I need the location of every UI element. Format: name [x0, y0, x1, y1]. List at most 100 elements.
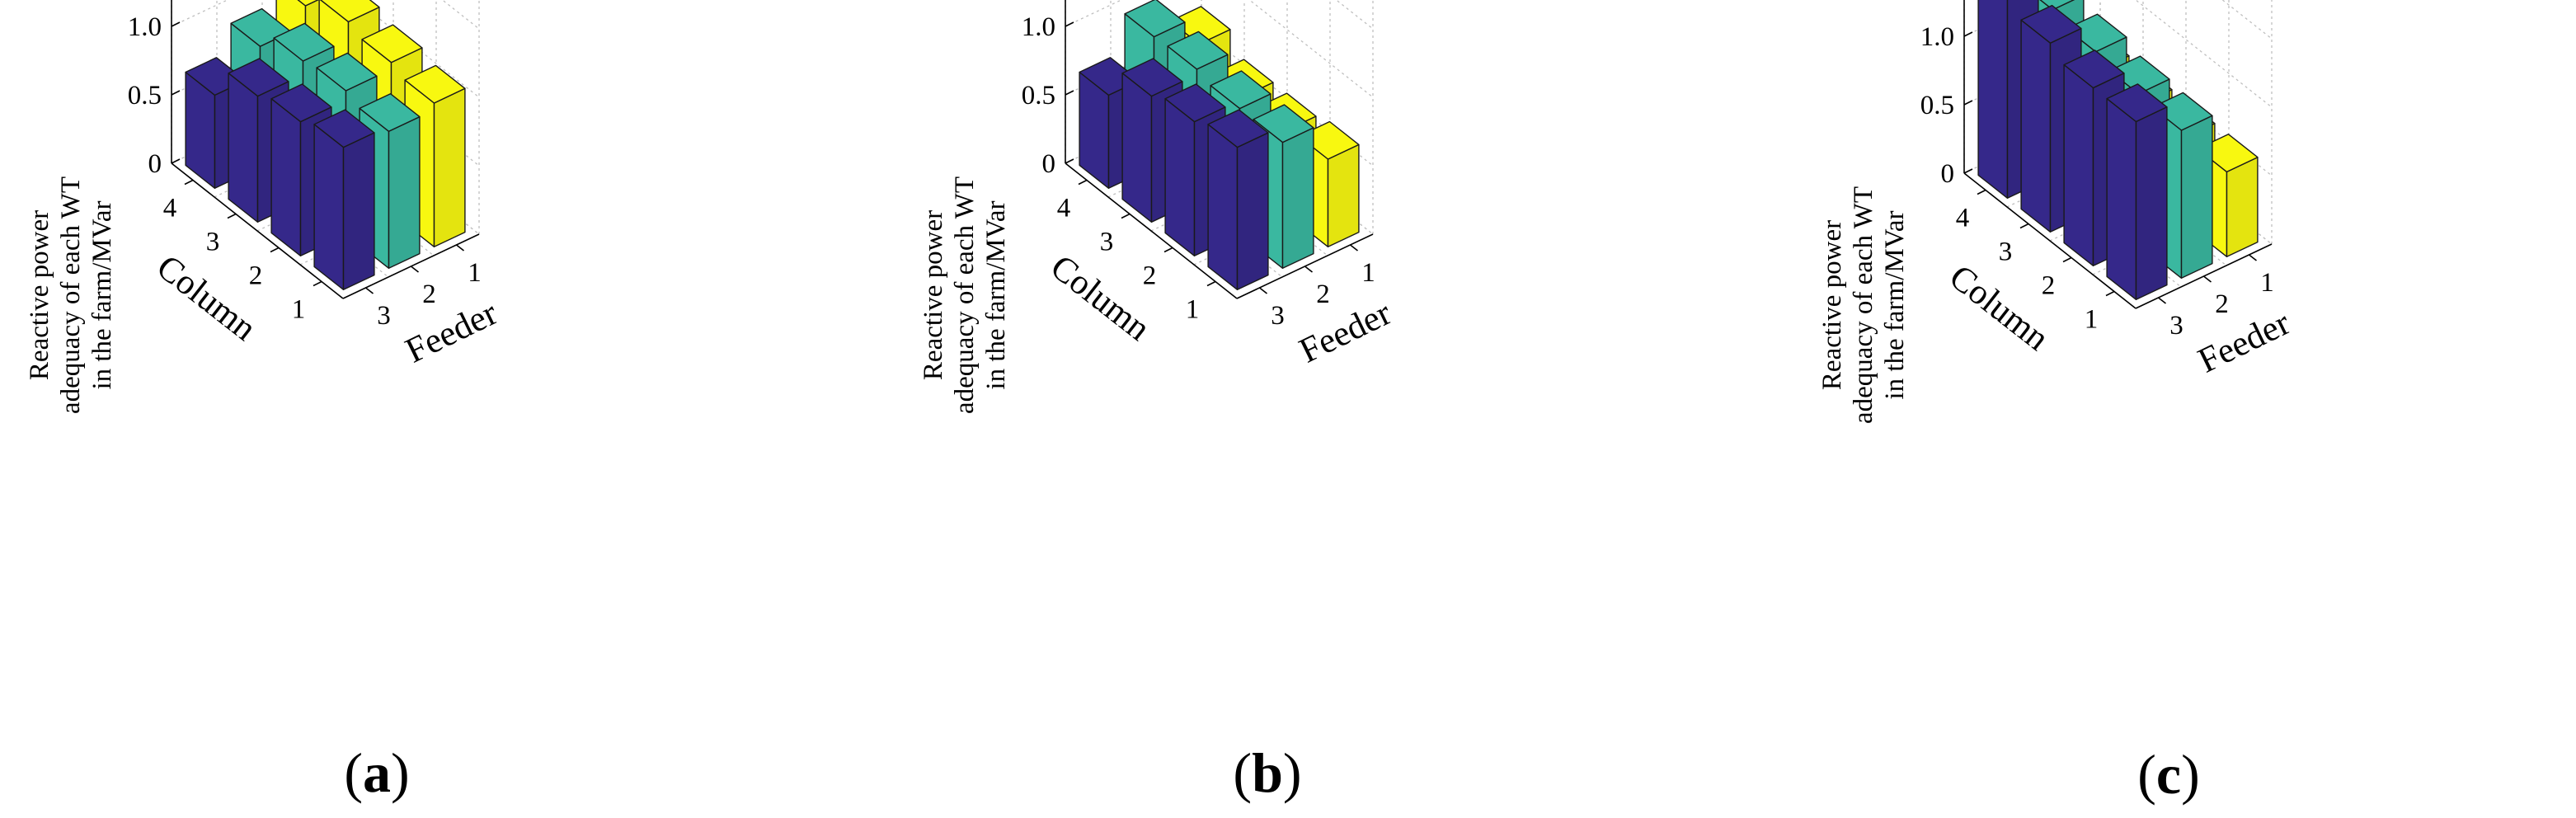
z-axis-label: Reactive poweradequacy of each WTin the … [919, 176, 1011, 414]
chart-panel-c: 00.51.01.52.01234123ColumnFeederReactive… [1817, 0, 2296, 806]
grid-line [171, 0, 229, 27]
bar-face-top [313, 109, 375, 148]
column-axis-label: Column [1942, 257, 2056, 358]
z-axis-label-line: Reactive power [919, 210, 948, 380]
bar-face-top [270, 83, 332, 123]
z-tick-mark [1065, 21, 1074, 27]
z-tick-mark [1963, 100, 1973, 106]
column-tick-label: 4 [1057, 194, 1071, 223]
z-axis-label-line: adequacy of each WT [950, 176, 980, 414]
feeder-tick-mark [2249, 254, 2257, 261]
panel-label-c: (c) [2137, 743, 2200, 806]
column-tick-label: 3 [206, 228, 220, 257]
bar-col1-feeder3 [313, 109, 375, 290]
bar-face-top [2063, 49, 2125, 89]
column-tick-mark [2105, 290, 2115, 297]
bar-face-side [433, 87, 466, 247]
bar-face-top [319, 0, 380, 23]
bars [185, 0, 466, 290]
bar-face-top [2020, 4, 2082, 44]
bar-face-top [297, 0, 319, 7]
feeder-tick-label: 3 [1271, 301, 1285, 331]
chart-panel-b: 00.51.01.52.01234123ColumnFeederReactive… [919, 0, 1397, 804]
column-tick-label: 1 [1186, 295, 1200, 325]
bar-col1-feeder3 [2106, 83, 2168, 300]
bars [1079, 0, 1360, 290]
bar-col1-feeder3 [1207, 109, 1269, 290]
bar-face-side [1281, 127, 1314, 269]
column-tick-mark [270, 247, 280, 253]
feeder-tick-label: 1 [1361, 258, 1375, 288]
bar-face-front [1164, 97, 1196, 256]
z-tick-mark [171, 90, 181, 96]
column-tick-mark [1078, 179, 1088, 186]
panel-label-a: (a) [344, 741, 409, 804]
bar-face-top [2106, 83, 2168, 123]
z-axis-label-line: adequacy of each WT [1849, 186, 1878, 424]
z-tick-mark [1963, 31, 1973, 37]
panel-letter: c [2156, 743, 2181, 806]
panel-paren: ( [2137, 743, 2156, 806]
feeder-tick-label: 1 [468, 258, 482, 288]
column-axis-label: Column [149, 247, 263, 348]
column-tick-mark [1977, 189, 1986, 195]
bar-face-side [1236, 132, 1269, 290]
panel-paren: ) [2181, 743, 2200, 806]
feeder-tick-label: 3 [377, 301, 391, 331]
feeder-tick-mark [411, 266, 419, 273]
bar-face-side [342, 132, 375, 290]
bar-face-front [1207, 124, 1239, 290]
feeder-tick-label: 2 [2215, 289, 2229, 319]
feeder-axis-label: Feeder [400, 294, 504, 371]
bar-face-side [1327, 143, 1360, 247]
panel-paren: ( [1233, 741, 1252, 804]
z-axis-label-line: in the farm/MVar [87, 200, 117, 389]
column-tick-label: 4 [1956, 204, 1970, 233]
bar-face-front [313, 124, 345, 290]
column-tick-label: 1 [2085, 305, 2099, 335]
feeder-axis-label: Feeder [1294, 294, 1398, 371]
z-tick-label: 0.5 [1920, 91, 1954, 120]
bar-face-front [228, 72, 259, 223]
bar-face-top [2066, 13, 2127, 53]
z-axis-label-line: in the farm/MVar [1880, 210, 1910, 399]
feeder-tick-label: 2 [1316, 280, 1330, 309]
bar-face-side [2135, 106, 2168, 300]
bar-face-top [1121, 58, 1183, 97]
z-axis-label-line: Reactive power [25, 210, 54, 380]
column-tick-mark [184, 179, 194, 186]
column-tick-mark [1206, 280, 1216, 287]
column-tick-mark [1121, 213, 1131, 219]
z-tick-mark [1065, 158, 1074, 164]
z-tick-label: 1.0 [128, 12, 162, 42]
column-tick-mark [2019, 223, 2029, 229]
feeder-tick-mark [2158, 297, 2166, 304]
bar-face-front [270, 97, 302, 256]
column-tick-label: 2 [249, 261, 263, 291]
z-tick-mark [1963, 168, 1973, 174]
bar-face-top [316, 52, 378, 92]
bar-face-top [2039, 0, 2075, 11]
bar-face-top [2151, 92, 2213, 131]
column-tick-label: 1 [292, 295, 306, 325]
bar-face-top [361, 24, 423, 63]
column-axis-label: Column [1043, 247, 1157, 348]
feeder-tick-label: 2 [422, 280, 436, 309]
feeder-tick-mark [1350, 244, 1358, 252]
column-axis [1065, 162, 1238, 299]
feeder-tick-mark [365, 287, 374, 294]
feeder-tick-label: 1 [2260, 268, 2274, 298]
feeder-tick-mark [456, 244, 464, 252]
column-tick-label: 3 [1999, 237, 2013, 267]
panel-paren: ) [391, 741, 410, 804]
z-tick-label: 0.5 [1022, 81, 1055, 110]
bar-face-top [1167, 31, 1229, 70]
column-tick-mark [1163, 247, 1173, 253]
bar-face-side [2226, 156, 2259, 257]
z-axis-label-line: in the farm/MVar [981, 200, 1011, 389]
bar-face-top [1124, 0, 1186, 38]
z-tick-mark [171, 21, 181, 27]
z-axis-label-line: Reactive power [1817, 220, 1847, 390]
